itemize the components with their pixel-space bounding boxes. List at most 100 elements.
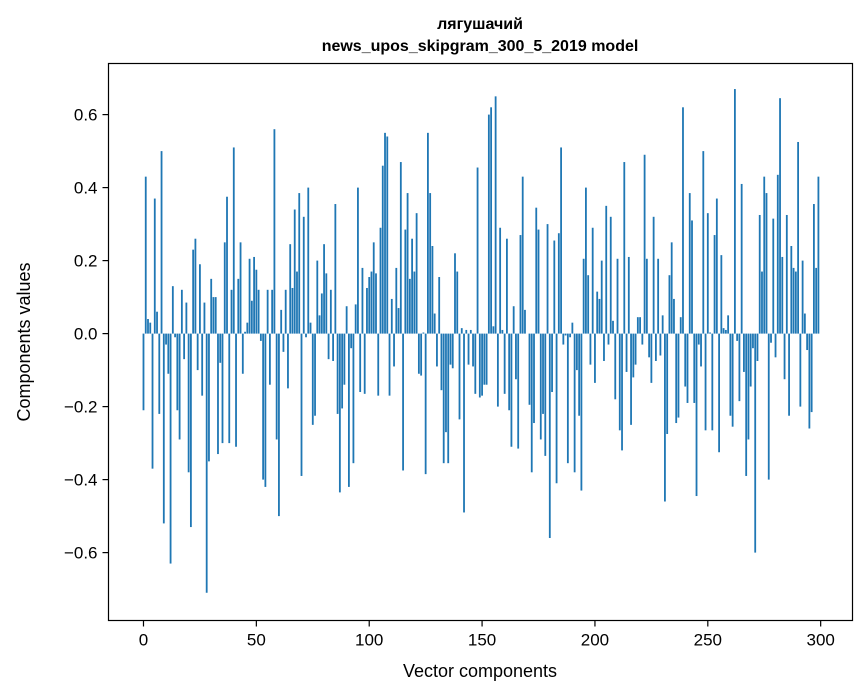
bar-10 [165,333,167,345]
bar-56 [268,333,271,385]
bar-72 [305,333,307,338]
bar-112 [395,267,398,334]
bar-67 [293,209,296,334]
bar-149 [478,333,481,398]
bar-259 [727,315,730,334]
bar-73 [307,187,310,334]
bar-187 [564,333,567,336]
bar-24 [196,333,199,371]
bar-237 [677,333,680,418]
bar-86 [336,333,339,414]
bar-142 [463,333,465,513]
bar-207 [609,216,612,334]
bar-98 [363,333,366,394]
bar-184 [557,233,560,334]
bar-21 [189,333,192,528]
bar-50 [255,269,258,334]
bar-30 [210,278,213,334]
y-axis-label: Components values [14,262,34,421]
plot-frame [107,62,854,622]
bar-266 [743,333,745,372]
bar-177 [542,333,544,414]
bar-48 [250,300,253,334]
bar-95 [357,187,359,334]
bar-8 [160,151,163,334]
bar-26 [201,333,204,396]
bar-20 [187,333,190,473]
bar-116 [404,229,407,334]
bar-136 [449,333,452,365]
bar-41 [235,333,237,447]
bar-102 [372,242,375,334]
bar-216 [630,333,632,425]
bar-27 [203,302,206,334]
bar-209 [614,333,617,400]
y-tick-label: 0.0 [74,325,98,344]
bar-42 [237,278,240,334]
bar-180 [548,333,551,539]
bar-239 [682,107,684,334]
bar-182 [553,240,556,334]
bar-64 [287,333,289,389]
bar-40 [232,147,235,334]
bar-118 [408,278,411,334]
bar-214 [625,333,628,372]
bar-166 [517,333,520,449]
bar-279 [772,218,775,334]
bar-114 [399,162,402,334]
bar-283 [781,256,784,334]
y-tick-label: −0.2 [64,398,98,417]
bar-178 [544,333,547,456]
bar-46 [246,322,249,334]
bar-289 [794,271,797,334]
bar-13 [171,286,174,334]
bars-group [142,89,820,593]
bar-100 [368,277,371,334]
bar-172 [530,333,533,473]
bar-204 [603,333,605,361]
bar-53 [262,333,265,480]
bar-126 [427,132,429,334]
bar-161 [506,238,508,334]
bar-278 [770,333,772,343]
bar-196 [585,187,587,334]
x-axis-label: Vector components [403,661,557,681]
bar-164 [512,306,515,334]
bar-101 [370,271,373,334]
bar-62 [282,333,285,352]
bar-129 [433,313,436,334]
bar-290 [797,141,800,334]
bar-238 [679,317,682,334]
bar-15 [176,333,179,411]
bar-189 [569,333,572,338]
bar-151 [483,333,486,385]
bar-124 [422,332,425,334]
bar-162 [508,333,511,411]
bar-14 [174,333,176,338]
bar-23 [194,238,197,334]
bar-297 [812,204,815,334]
bar-137 [451,333,454,369]
bar-113 [397,308,400,334]
bar-201 [596,291,599,334]
bar-150 [481,333,483,396]
bar-273 [758,214,761,334]
bar-54 [264,333,267,487]
bar-155 [492,326,495,334]
bar-108 [386,136,389,334]
bar-158 [499,227,502,334]
bar-128 [431,246,434,334]
bar-75 [311,333,314,425]
bar-270 [752,333,754,349]
bar-139 [456,271,459,334]
bar-212 [621,333,623,451]
bar-66 [291,287,294,334]
bar-122 [417,333,420,374]
bar-223 [645,258,648,334]
bar-83 [329,289,332,334]
bar-85 [334,204,337,334]
bar-287 [790,246,793,334]
bar-90 [345,306,348,334]
bar-125 [424,333,427,475]
bar-271 [754,333,757,553]
